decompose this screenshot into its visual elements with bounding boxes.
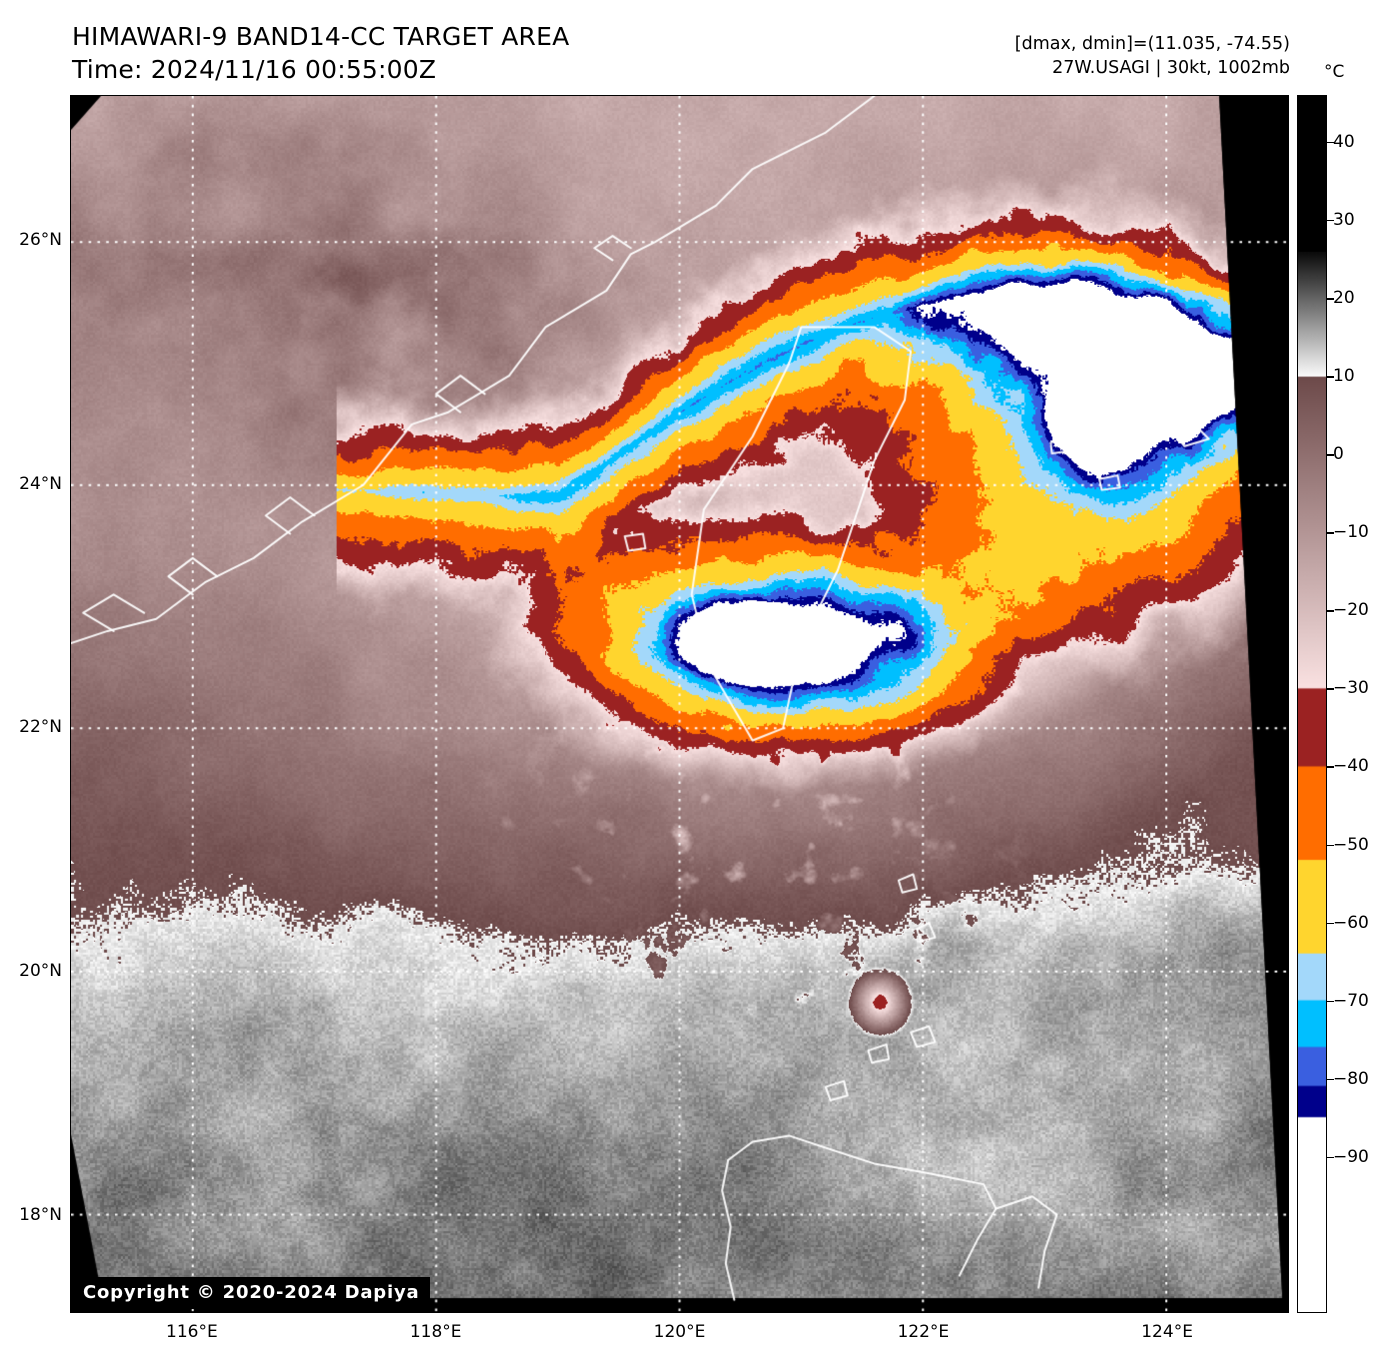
colorbar-tick-mark (1327, 532, 1334, 534)
colorbar-tick-mark (1327, 1078, 1334, 1081)
colorbar-tick-label: 40 (1333, 131, 1355, 152)
colorbar-tick-label: −90 (1333, 1146, 1369, 1167)
colorbar-tick-label: 0 (1333, 444, 1344, 465)
y-axis-tick-label: 24°N (19, 473, 62, 494)
colorbar-tick-label: −10 (1333, 522, 1369, 543)
colorbar-tick-mark (1327, 141, 1334, 144)
colorbar-tick-label: −50 (1333, 834, 1369, 855)
colorbar-tick-label: 30 (1333, 209, 1355, 230)
colorbar-tick-label: 10 (1333, 366, 1355, 387)
colorbar-tick-label: −80 (1333, 1068, 1369, 1089)
y-axis-tick-label: 18°N (19, 1204, 62, 1225)
colorbar-tick-label: −40 (1333, 756, 1369, 777)
colorbar-tick-mark (1327, 454, 1334, 456)
colorbar-unit-label: °C (1324, 62, 1345, 82)
colorbar-tick-mark (1327, 1000, 1334, 1003)
temperature-colorbar (1297, 95, 1327, 1313)
colorbar-tick-mark (1327, 844, 1334, 847)
y-axis-tick-label: 26°N (19, 230, 62, 251)
colorbar-tick-label: −70 (1333, 990, 1369, 1011)
metadata-block: [dmax, dmin]=(11.035, -74.55) 27W.USAGI … (1015, 32, 1290, 80)
satellite-imagery-canvas (71, 96, 1288, 1312)
colorbar-tick-mark (1327, 376, 1334, 378)
colorbar-tick-label: −30 (1333, 678, 1369, 699)
storm-info-label: 27W.USAGI | 30kt, 1002mb (1052, 58, 1290, 78)
colorbar-tick-label: 20 (1333, 288, 1355, 308)
colorbar-tick-mark (1327, 688, 1334, 690)
colorbar-tick-mark (1327, 298, 1334, 300)
y-axis-tick-label: 20°N (19, 960, 62, 981)
colorbar-tick-label: −60 (1333, 912, 1369, 933)
colorbar-tick-mark (1327, 1156, 1334, 1159)
observation-time: Time: 2024/11/16 00:55:00Z (72, 55, 437, 84)
satellite-image-plot (70, 95, 1289, 1313)
colorbar-tick-mark (1327, 219, 1334, 222)
x-axis-tick-label: 124°E (1141, 1322, 1193, 1342)
y-axis-tick-label: 22°N (19, 717, 62, 738)
dmax-dmin-label: [dmax, dmin]=(11.035, -74.55) (1014, 34, 1290, 54)
x-axis-tick-label: 116°E (166, 1322, 218, 1342)
colorbar-tick-mark (1327, 610, 1334, 612)
x-axis-tick-label: 122°E (897, 1322, 950, 1342)
colorbar-tick-mark (1327, 766, 1334, 768)
colorbar-canvas (1298, 96, 1326, 1312)
copyright-badge: Copyright © 2020-2024 Dapiya (72, 1277, 431, 1309)
x-axis-tick-label: 120°E (653, 1322, 706, 1342)
x-axis-tick-label: 118°E (409, 1322, 462, 1342)
page-title: HIMAWARI-9 BAND14-CC TARGET AREA Time: 2… (72, 20, 569, 86)
colorbar-tick-label: −20 (1333, 600, 1369, 621)
product-title: HIMAWARI-9 BAND14-CC TARGET AREA (72, 22, 570, 51)
colorbar-tick-mark (1327, 922, 1334, 925)
